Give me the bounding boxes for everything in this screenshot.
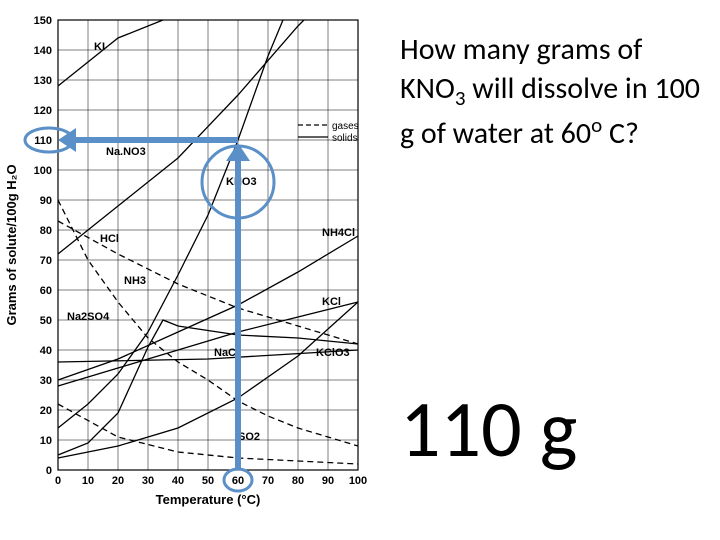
question-text: How many grams of KNO3 will dissolve in …: [400, 30, 705, 153]
svg-text:40: 40: [40, 345, 52, 357]
svg-text:KClO3: KClO3: [316, 347, 350, 359]
svg-text:KNO3: KNO3: [226, 176, 257, 188]
svg-text:NH4Cl: NH4Cl: [322, 227, 355, 239]
svg-text:90: 90: [40, 195, 52, 207]
svg-text:70: 70: [40, 255, 52, 267]
svg-text:70: 70: [262, 475, 274, 487]
svg-text:60: 60: [232, 475, 244, 487]
svg-text:HCl: HCl: [100, 233, 119, 245]
svg-text:80: 80: [40, 225, 52, 237]
svg-text:100: 100: [349, 475, 367, 487]
solubility-chart: 0 10 20 30 40 50 60 70 80 90 100 0 10 20 30 40 50 60 70 80 9…: [0, 0, 385, 540]
svg-text:60: 60: [40, 285, 52, 297]
svg-text:90: 90: [322, 475, 334, 487]
svg-text:KI: KI: [94, 41, 105, 53]
svg-text:150: 150: [34, 15, 52, 27]
svg-text:100: 100: [34, 165, 52, 177]
svg-text:10: 10: [40, 435, 52, 447]
svg-text:gases: gases: [332, 121, 359, 132]
svg-text:130: 130: [34, 75, 52, 87]
svg-text:0: 0: [55, 475, 61, 487]
svg-text:10: 10: [82, 475, 94, 487]
svg-text:Na.NO3: Na.NO3: [106, 146, 146, 158]
svg-text:Grams of solute/100g H₂O: Grams of solute/100g H₂O: [4, 164, 19, 325]
svg-text:solids: solids: [332, 133, 358, 144]
svg-text:50: 50: [40, 315, 52, 327]
svg-text:0: 0: [46, 465, 52, 477]
answer-text: 110 g: [400, 390, 705, 470]
svg-text:SO2: SO2: [238, 431, 260, 443]
svg-text:50: 50: [202, 475, 214, 487]
svg-text:80: 80: [292, 475, 304, 487]
svg-text:140: 140: [34, 45, 52, 57]
svg-text:Temperature (°C): Temperature (°C): [156, 492, 261, 507]
svg-text:KCl: KCl: [322, 296, 341, 308]
svg-text:40: 40: [172, 475, 184, 487]
svg-text:20: 20: [40, 405, 52, 417]
svg-text:NH3: NH3: [124, 275, 146, 287]
svg-text:120: 120: [34, 105, 52, 117]
svg-text:30: 30: [40, 375, 52, 387]
svg-text:110: 110: [34, 135, 52, 147]
svg-text:20: 20: [112, 475, 124, 487]
text-panel: How many grams of KNO3 will dissolve in …: [385, 0, 720, 540]
svg-text:30: 30: [142, 475, 154, 487]
svg-text:Na2SO4: Na2SO4: [67, 311, 110, 323]
